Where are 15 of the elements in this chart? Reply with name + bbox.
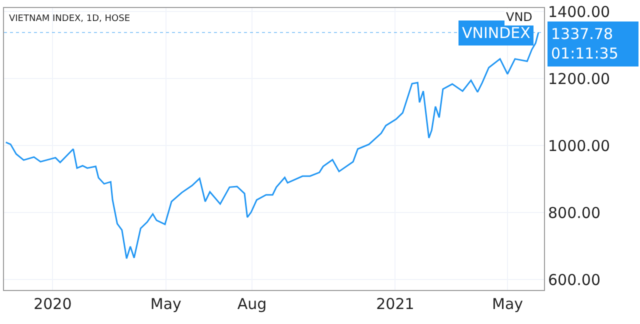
y-tick-label: 600.00 xyxy=(548,270,600,289)
x-tick-label: Aug xyxy=(237,295,267,313)
x-tick-label: May xyxy=(150,295,182,313)
y-tick-label: 1400.00 xyxy=(548,2,610,21)
ref-line-label: 1337.78 xyxy=(551,25,614,43)
x-tick-label: 2021 xyxy=(376,295,414,313)
annotation: VND xyxy=(506,10,532,24)
x-tick-label: 2020 xyxy=(34,295,72,313)
y-tick-label: 1200.00 xyxy=(548,70,610,88)
series-label: VNINDEX xyxy=(462,24,530,42)
y-tick-label: 1000.00 xyxy=(548,136,610,155)
text: 01:11:35 xyxy=(551,44,618,62)
x-tick-label: May xyxy=(492,295,524,313)
y-tick-label: 800.00 xyxy=(548,204,600,222)
text: VIETNAM INDEX, 1D, HOSE xyxy=(9,14,130,24)
